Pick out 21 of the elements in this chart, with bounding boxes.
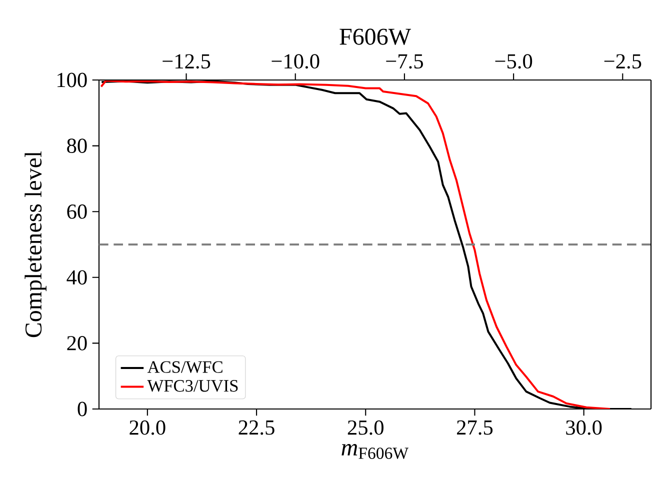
x-tick-label: 20.0 [130,420,166,435]
legend-label: ACS/WFC [147,361,222,373]
x2-tick-label: −10.0 [272,54,320,69]
y-tick-label: 40 [66,270,87,285]
x-tick-label: 27.5 [456,420,493,435]
x2-tick-label: −7.5 [386,54,423,69]
y-tick-label: 60 [67,204,87,219]
x-tick-label: 22.5 [238,420,274,435]
x-axis-title: m$_{F606W}$ [342,444,408,460]
x2-tick-label: −2.5 [604,54,642,69]
x2-tick-label: −12.5 [162,54,210,69]
x2-tick-label: −5.0 [495,54,532,69]
legend-label: WFC3/UVIS [147,380,238,392]
y-tick-label: 100 [58,72,87,88]
y-tick-label: 80 [67,138,87,153]
y-tick-label: 0 [78,402,87,416]
x-tick-label: 25.0 [348,420,384,435]
x-tick-label: 30.0 [566,420,602,435]
x2-axis-title: F606W [340,28,411,45]
y-tick-label: 20 [67,336,87,350]
y-axis-title: Completeness level [24,151,46,338]
